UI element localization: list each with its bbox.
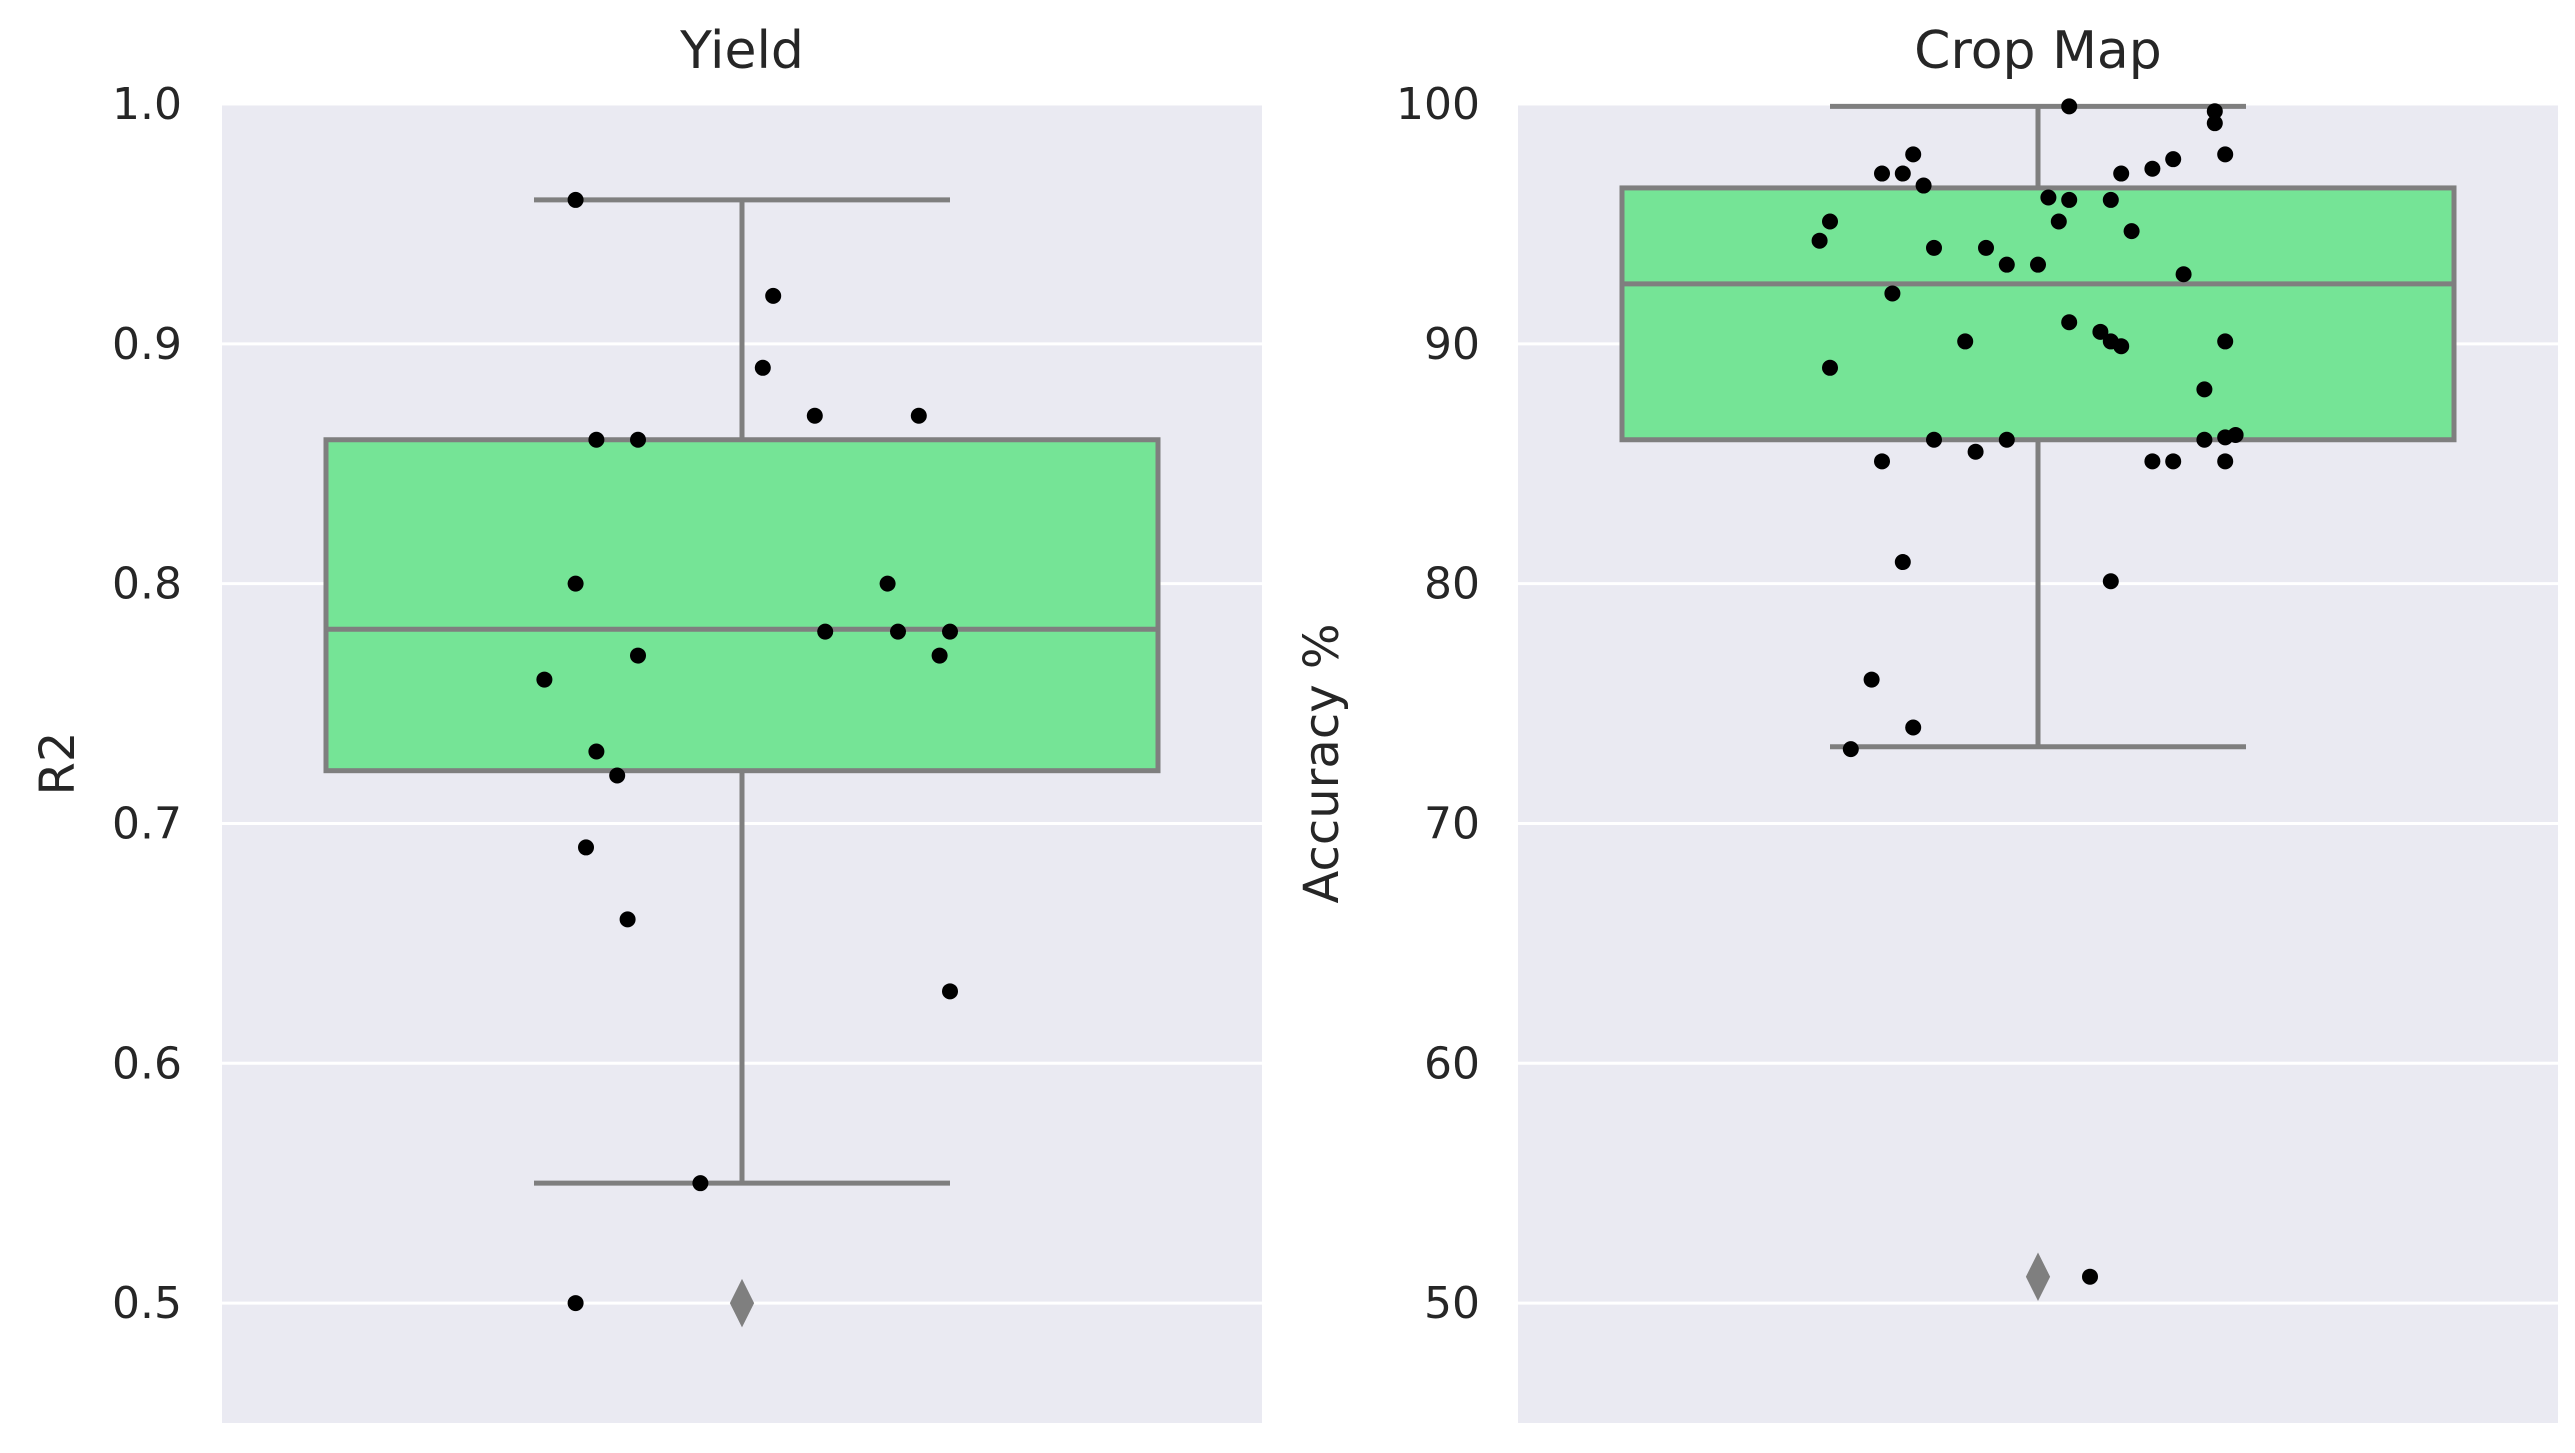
y-tick-label: 1.0	[112, 79, 182, 130]
data-point	[817, 623, 834, 640]
y-tick-label: 70	[1424, 798, 1480, 849]
data-point	[692, 1175, 709, 1192]
data-point	[630, 647, 646, 664]
data-point	[1957, 333, 1974, 350]
outlier-marker	[729, 1278, 755, 1328]
chart-panel-1: 0.5 0.6 0.7 0.8 0.9 1.0 Yield R2	[30, 21, 1262, 1423]
data-point	[2113, 338, 2130, 355]
data-point	[2113, 165, 2130, 182]
data-point	[567, 191, 584, 208]
y-tick-label: 0.8	[112, 559, 182, 610]
data-point	[2217, 146, 2234, 163]
y-tick-label: 0.5	[112, 1278, 182, 1329]
y-axis-label: R2	[30, 732, 86, 796]
data-point	[2061, 98, 2078, 115]
data-point	[2123, 223, 2140, 240]
data-point	[931, 647, 948, 664]
y-tick-label: 80	[1424, 559, 1480, 610]
data-point	[1915, 177, 1932, 194]
data-point	[1894, 554, 1911, 571]
y-tick-label: 50	[1424, 1278, 1480, 1329]
data-point	[567, 575, 584, 592]
data-point	[1874, 453, 1890, 470]
data-point	[2102, 573, 2119, 590]
data-point	[588, 743, 605, 760]
chart-title: Crop Map	[1914, 21, 2162, 81]
data-point	[578, 839, 594, 856]
data-point	[765, 287, 782, 304]
data-point	[890, 623, 906, 640]
data-point	[879, 575, 896, 592]
outlier-marker	[2025, 1252, 2051, 1301]
data-point	[2061, 314, 2078, 331]
data-point	[942, 983, 958, 1000]
data-point	[2102, 191, 2119, 208]
y-tick-label: 60	[1424, 1038, 1480, 1089]
data-point	[1926, 431, 1942, 448]
data-point	[2175, 266, 2192, 283]
data-point	[910, 407, 927, 424]
y-tick-label: 90	[1424, 319, 1480, 370]
data-point	[1822, 359, 1838, 376]
data-point	[2165, 453, 2182, 470]
data-point	[1863, 671, 1880, 688]
data-point	[1822, 213, 1838, 230]
y-tick-label: 100	[1396, 79, 1480, 130]
box	[1619, 185, 2457, 443]
data-point	[2030, 256, 2046, 273]
data-point	[619, 911, 636, 928]
y-tick-label: 0.9	[112, 319, 182, 370]
data-point	[609, 767, 626, 784]
data-point	[942, 623, 958, 640]
data-point	[1842, 741, 1859, 758]
data-point	[1874, 165, 1890, 182]
data-point	[630, 431, 646, 448]
data-point	[1811, 232, 1828, 249]
data-point	[2040, 189, 2057, 206]
y-tick-label: 0.7	[112, 798, 182, 849]
data-point	[2227, 426, 2244, 443]
data-point	[2196, 381, 2213, 398]
data-point	[1905, 719, 1922, 736]
data-point	[2217, 453, 2234, 470]
data-point	[2206, 103, 2223, 120]
data-point	[2206, 115, 2223, 132]
box	[323, 437, 1161, 774]
data-point	[2165, 151, 2182, 168]
data-point	[2092, 323, 2109, 340]
y-axis-label: Accuracy %	[1294, 623, 1350, 903]
data-point	[806, 407, 823, 424]
chart-title: Yield	[679, 21, 804, 81]
data-point	[2144, 453, 2161, 470]
data-point	[754, 359, 771, 376]
data-point	[2082, 1268, 2098, 1285]
data-point	[2061, 191, 2078, 208]
chart-panel-2: 50 60 70 80 90 100 Crop Map Accuracy %	[1294, 21, 2558, 1423]
data-point	[2217, 333, 2234, 350]
data-point	[588, 431, 605, 448]
data-point	[2144, 160, 2161, 177]
data-point	[1978, 239, 1994, 256]
data-point	[1998, 431, 2015, 448]
y-tick-label: 0.6	[112, 1038, 182, 1089]
data-point	[1894, 165, 1911, 182]
data-point	[1998, 256, 2015, 273]
data-point	[1967, 443, 1984, 460]
data-point	[1884, 285, 1901, 302]
data-point	[536, 671, 553, 688]
data-point	[567, 1295, 584, 1312]
data-point	[2196, 431, 2213, 448]
data-point	[1926, 239, 1942, 256]
data-point	[2050, 213, 2067, 230]
data-point	[1905, 146, 1922, 163]
